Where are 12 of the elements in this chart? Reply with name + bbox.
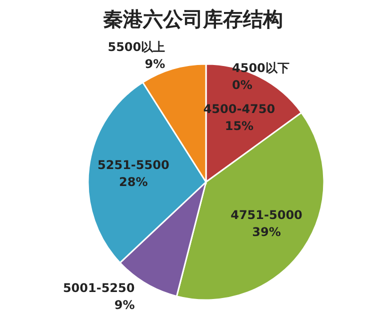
text: 0% [232,78,252,92]
chart-title: 秦港六公司库存结构 [103,7,283,31]
data-label: 28% [119,174,148,189]
slice-label: 4751-5000 [230,208,302,222]
data-label: 39% [252,225,281,240]
data-label: 9% [144,57,166,72]
slice-label: 5251-5500 [98,158,170,172]
slice-label: 5500以上 [108,40,166,54]
category-label: 4500以下 [232,61,290,75]
data-label: 9% [114,298,135,312]
slice-label: 5001-5250 [62,280,135,295]
data-label: 15% [224,118,254,133]
